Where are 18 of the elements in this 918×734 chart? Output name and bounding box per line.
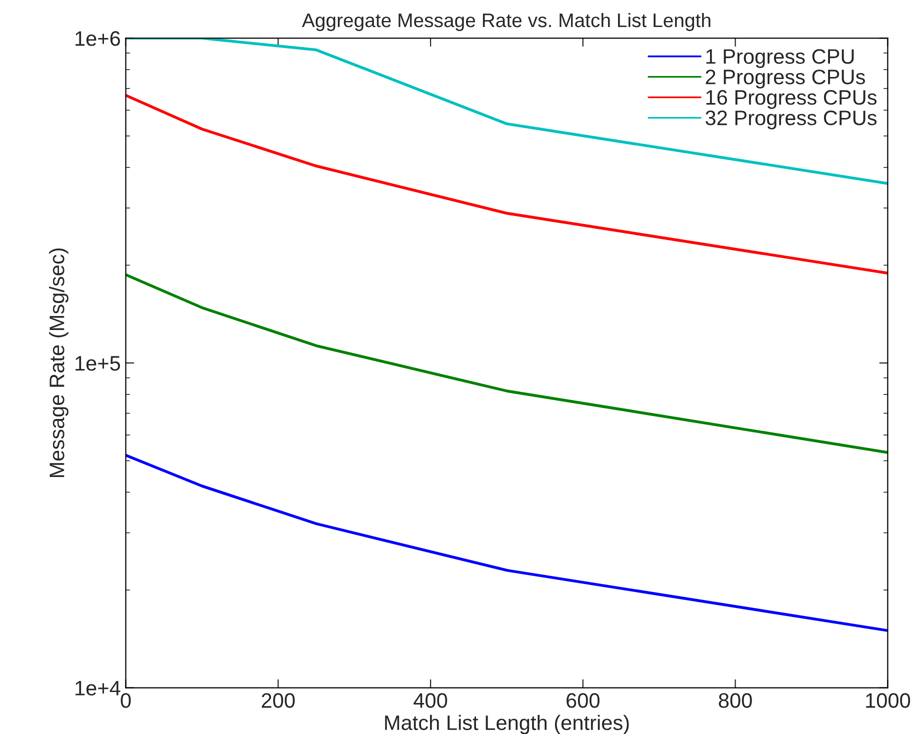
line-series (126, 454, 888, 632)
y-tick-label: 1e+6 (76, 31, 120, 46)
y-tick-label: 1e+5 (76, 356, 120, 371)
legend-label: 16 Progress CPUs (706, 90, 877, 109)
chart-title: Aggregate Message Rate vs. Match List Length (302, 12, 710, 32)
legend-label: 2 Progress CPUs (706, 70, 865, 88)
line-series (126, 273, 888, 454)
x-tick-label: 800 (718, 693, 752, 708)
x-tick-label: 600 (566, 693, 600, 708)
legend-label: 1 Progress CPU (706, 49, 854, 68)
x-tick-label: 200 (262, 693, 295, 708)
x-tick-label: 1000 (866, 693, 910, 708)
y-axis-title: Message Rate (Msg/sec) (49, 248, 68, 478)
x-axis-title: Match List Length (entries) (385, 714, 629, 734)
x-tick-label: 400 (414, 693, 448, 708)
legend-label: 32 Progress CPUs (706, 110, 877, 130)
y-tick-label: 1e+4 (76, 680, 120, 696)
x-tick-label: 0 (120, 693, 131, 708)
